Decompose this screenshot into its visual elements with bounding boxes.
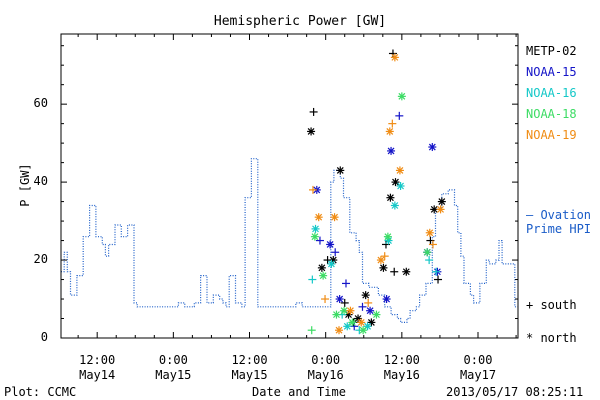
legend-metp-02: METP-02 — [526, 44, 577, 58]
x-tick-date-label: May17 — [459, 368, 497, 382]
noaa-16-marker — [343, 322, 352, 331]
ovation-legend-line2: Prime HPI — [526, 222, 592, 236]
legend-noaa-16: NOAA-16 — [526, 86, 577, 100]
noaa-18-marker — [359, 326, 368, 335]
noaa-19-marker — [380, 252, 389, 261]
noaa-18-marker — [383, 232, 392, 241]
metp-02-marker — [386, 193, 395, 202]
metp-02-marker — [391, 178, 400, 187]
noaa-16-marker — [396, 182, 405, 190]
metp-02-marker — [390, 267, 399, 276]
noaa-19-marker — [364, 298, 373, 307]
ovation-prime-line-layer — [61, 158, 518, 323]
legend-noaa-15: NOAA-15 — [526, 65, 577, 79]
noaa-15-marker — [358, 302, 367, 311]
noaa-18-marker — [397, 92, 406, 101]
x-tick-date-label: May16 — [307, 368, 344, 382]
noaa-18-marker — [340, 306, 349, 315]
metp-02-marker — [434, 275, 443, 284]
noaa-15-marker — [331, 248, 340, 257]
noaa-18-marker — [423, 248, 432, 257]
noaa-18-marker — [372, 310, 381, 319]
noaa-16-marker — [432, 267, 441, 276]
noaa-19-marker — [385, 127, 394, 136]
noaa-16-marker — [390, 201, 399, 210]
noaa-18-marker — [332, 310, 341, 319]
x-axis-label: Date and Time — [252, 385, 346, 399]
x-tick-time-label: 0:00 — [311, 353, 341, 367]
noaa-15-marker — [341, 279, 350, 288]
metp-02-marker — [309, 107, 318, 116]
x-tick-time-label: 12:00 — [79, 353, 116, 367]
x-tick-time-label: 0:00 — [463, 353, 493, 367]
noaa-19-marker — [428, 240, 437, 249]
noaa-15-marker — [387, 146, 396, 155]
y-tick-label: 60 — [33, 96, 48, 111]
noaa-19-marker — [330, 213, 339, 222]
north-marker-legend: * north — [526, 331, 577, 345]
noaa-19-marker — [376, 256, 385, 265]
noaa-15-marker — [335, 295, 344, 304]
noaa-18-marker — [348, 318, 357, 327]
legend-noaa-19: NOAA-19 — [526, 128, 577, 142]
satellite-markers-layer — [307, 49, 446, 335]
metp-02-marker — [317, 263, 326, 272]
noaa-19-marker — [314, 213, 323, 222]
noaa-16-marker — [327, 259, 336, 268]
noaa-19-marker — [346, 306, 355, 315]
noaa-15-marker — [428, 143, 437, 152]
noaa-19-marker — [357, 318, 366, 327]
noaa-18-marker — [307, 326, 316, 335]
plot-timestamp: 2013/05/17 08:25:11 — [446, 385, 584, 399]
noaa-19-marker — [395, 166, 404, 175]
noaa-16-marker — [425, 256, 434, 265]
ovation-legend-line1: — Ovation — [526, 208, 592, 222]
metp-02-marker — [402, 267, 411, 276]
noaa-15-marker — [366, 306, 375, 315]
y-tick-label: 20 — [33, 252, 48, 267]
plot-frame — [60, 33, 519, 339]
y-tick-label: 0 — [40, 330, 48, 344]
noaa-15-marker — [326, 240, 335, 249]
noaa-19-marker — [436, 205, 445, 214]
x-tick-date-label: May15 — [155, 368, 192, 382]
chart-title: Hemispheric Power [GW] — [213, 14, 387, 29]
y-tick-label: 40 — [33, 174, 48, 189]
noaa-18-marker — [310, 232, 319, 241]
noaa-19-marker — [308, 185, 317, 194]
noaa-15-marker — [382, 295, 391, 304]
x-tick-time-label: 0:00 — [158, 353, 188, 367]
x-tick-time-label: 12:00 — [383, 353, 420, 367]
metp-02-marker — [336, 166, 345, 175]
metp-02-marker — [361, 291, 370, 300]
noaa-15-marker — [315, 236, 324, 245]
metp-02-marker — [437, 197, 446, 206]
plot-credit: Plot: CCMC — [4, 385, 77, 399]
metp-02-marker — [340, 298, 349, 307]
legend-noaa-18: NOAA-18 — [526, 107, 577, 121]
noaa-16-marker — [311, 224, 320, 233]
metp-02-marker — [379, 263, 388, 272]
noaa-19-marker — [388, 119, 397, 128]
south-marker-legend: + south — [526, 298, 577, 312]
noaa-19-marker — [390, 53, 399, 62]
metp-02-marker — [307, 127, 316, 136]
noaa-18-marker — [319, 271, 328, 280]
x-tick-time-label: 12:00 — [231, 353, 268, 367]
noaa-19-marker — [321, 295, 330, 304]
noaa-19-marker — [425, 228, 434, 237]
noaa-16-marker — [308, 275, 317, 284]
noaa-19-marker — [335, 326, 344, 335]
noaa-15-marker — [395, 111, 404, 120]
x-tick-date-label: May16 — [383, 368, 420, 382]
axis-ticks-layer — [61, 34, 518, 339]
ovation-prime-line — [61, 158, 518, 323]
x-tick-date-label: May14 — [79, 368, 116, 382]
x-tick-date-label: May15 — [231, 368, 268, 382]
